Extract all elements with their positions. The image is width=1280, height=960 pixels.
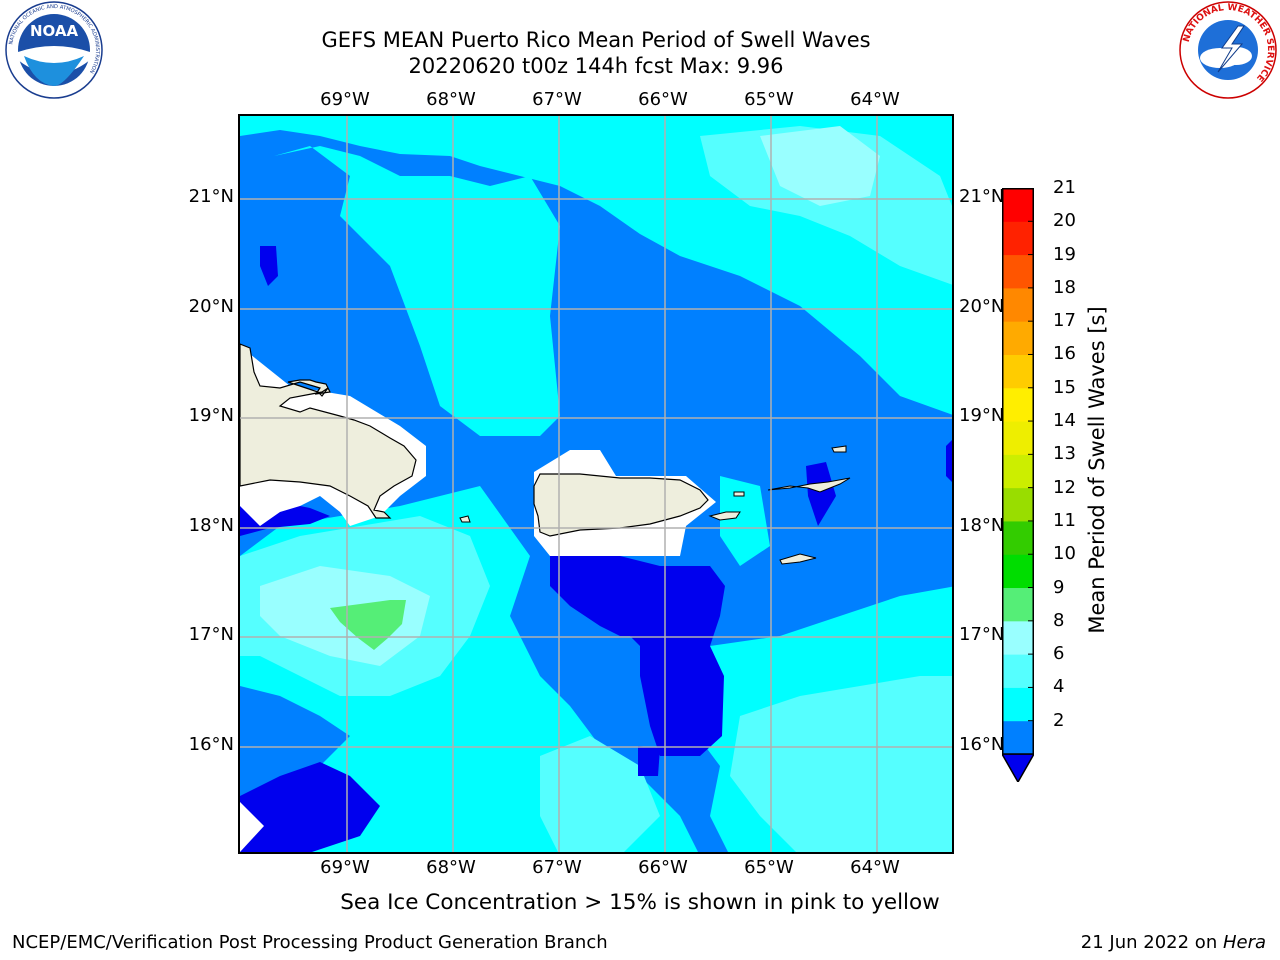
lon-label-bottom: 64°W <box>850 857 900 878</box>
island <box>779 553 817 565</box>
colorbar-band <box>1002 720 1034 755</box>
lat-label-right: 17°N <box>959 624 1005 645</box>
footer-branch: NCEP/EMC/Verification Post Processing Pr… <box>12 932 608 953</box>
colorbar-band <box>1002 487 1034 522</box>
colorbar-band <box>1002 620 1034 655</box>
contour-dark-blue <box>806 462 836 526</box>
colorbar-tick-label: 11 <box>1053 509 1076 531</box>
footer-host: Hera <box>1222 932 1266 953</box>
colorbar-tick-label: 17 <box>1053 310 1076 332</box>
colorbar-tick-label: 18 <box>1053 276 1076 298</box>
colorbar-frame <box>1002 188 1034 755</box>
island <box>733 491 745 497</box>
colorbar-tick-label: 2 <box>1053 709 1065 731</box>
contour-dark-blue <box>946 440 952 482</box>
island <box>767 477 851 493</box>
lon-label-top: 67°W <box>532 89 582 110</box>
colorbar-tick-label: 13 <box>1053 443 1076 465</box>
lon-label-bottom: 66°W <box>638 857 688 878</box>
lon-label-top: 69°W <box>320 89 370 110</box>
lat-label-right: 21°N <box>959 186 1005 207</box>
lon-label-bottom: 68°W <box>426 857 476 878</box>
lat-label-left: 19°N <box>188 405 234 426</box>
colorbar-label: Mean Period of Swell Waves [s] <box>1085 306 1109 634</box>
lat-label-right: 19°N <box>959 405 1005 426</box>
lon-label-top: 65°W <box>744 89 794 110</box>
footer-date-text: 21 Jun 2022 on <box>1080 932 1223 953</box>
contour-dark-blue <box>638 746 660 776</box>
noaa-logo: NATIONAL OCEANIC AND ATMOSPHERIC ADMINIS… <box>5 1 103 99</box>
contour-dark-blue <box>240 762 380 852</box>
sea-ice-note: Sea Ice Concentration > 15% is shown in … <box>340 890 940 915</box>
colorbar-tick-label: 9 <box>1053 576 1065 598</box>
island <box>708 511 741 521</box>
contour-cyan <box>274 146 560 436</box>
colorbar-tick-label: 12 <box>1053 476 1076 498</box>
lon-label-top: 64°W <box>850 89 900 110</box>
map-gridlines <box>240 116 952 852</box>
contour-cyan <box>720 476 770 566</box>
colorbar-band <box>1002 287 1034 322</box>
colorbar-tick-label: 19 <box>1053 243 1076 265</box>
lat-label-left: 17°N <box>188 624 234 645</box>
nws-logo: NATIONAL WEATHER SERVICE <box>1179 1 1277 99</box>
contour-dark-blue <box>260 246 278 286</box>
colorbar-band <box>1002 554 1034 589</box>
colorbar-band <box>1002 321 1034 355</box>
colorbar-band <box>1002 520 1034 555</box>
colorbar-band <box>1002 387 1034 422</box>
lat-label-left: 18°N <box>188 515 234 536</box>
colorbar-band <box>1002 188 1034 222</box>
lon-label-top: 68°W <box>426 89 476 110</box>
chart-title-line-2: 20220620 t00z 144h fcst Max: 9.96 <box>408 54 784 78</box>
lat-label-left: 16°N <box>188 734 234 755</box>
colorbar-tick-label: 8 <box>1053 609 1065 631</box>
colorbar-band <box>1002 587 1034 622</box>
lat-label-left: 20°N <box>188 296 234 317</box>
contour-light-cyan <box>730 676 952 852</box>
land-hispaniola <box>240 343 417 519</box>
lon-label-bottom: 67°W <box>532 857 582 878</box>
colorbar-tick-label: 21 <box>1053 177 1076 198</box>
colorbar-tick-label: 20 <box>1053 210 1076 232</box>
island <box>831 445 847 453</box>
lon-label-bottom: 69°W <box>320 857 370 878</box>
lon-label-top: 66°W <box>638 89 688 110</box>
contour-light-cyan <box>700 126 952 285</box>
mask-area <box>240 802 264 852</box>
colorbar-band <box>1002 687 1034 722</box>
lat-label-right: 16°N <box>959 734 1005 755</box>
colorbar-tick-label: 6 <box>1053 643 1065 665</box>
colorbar-band <box>1002 654 1034 688</box>
chart-title-line-1: GEFS MEAN Puerto Rico Mean Period of Swe… <box>321 28 871 52</box>
colorbar-band <box>1002 254 1034 289</box>
footer-date: 21 Jun 2022 on Hera <box>1081 932 1266 953</box>
contour-light-cyan <box>540 736 660 852</box>
contour-dark-blue <box>550 556 725 756</box>
noaa-logo-text: NOAA <box>30 22 79 40</box>
lat-label-left: 21°N <box>188 186 234 207</box>
colorbar-band <box>1002 221 1034 256</box>
colorbar-band <box>1002 354 1034 389</box>
swell-period-map <box>238 114 954 854</box>
colorbar-tick-label: 14 <box>1053 410 1076 432</box>
colorbar-band <box>1002 454 1034 489</box>
colorbar-extend-triangle <box>1002 753 1034 782</box>
colorbar-tick-label: 15 <box>1053 376 1076 398</box>
contour-pale-cyan <box>760 126 880 206</box>
island <box>459 515 471 523</box>
colorbar-tick-label: 4 <box>1053 676 1065 698</box>
colorbar-band <box>1002 421 1034 455</box>
colorbar <box>1002 188 1034 782</box>
colorbar-tick-label: 16 <box>1053 343 1076 365</box>
lon-label-bottom: 65°W <box>744 857 794 878</box>
lat-label-right: 20°N <box>959 296 1005 317</box>
colorbar-tick-label: 10 <box>1053 543 1076 565</box>
lat-label-right: 18°N <box>959 515 1005 536</box>
